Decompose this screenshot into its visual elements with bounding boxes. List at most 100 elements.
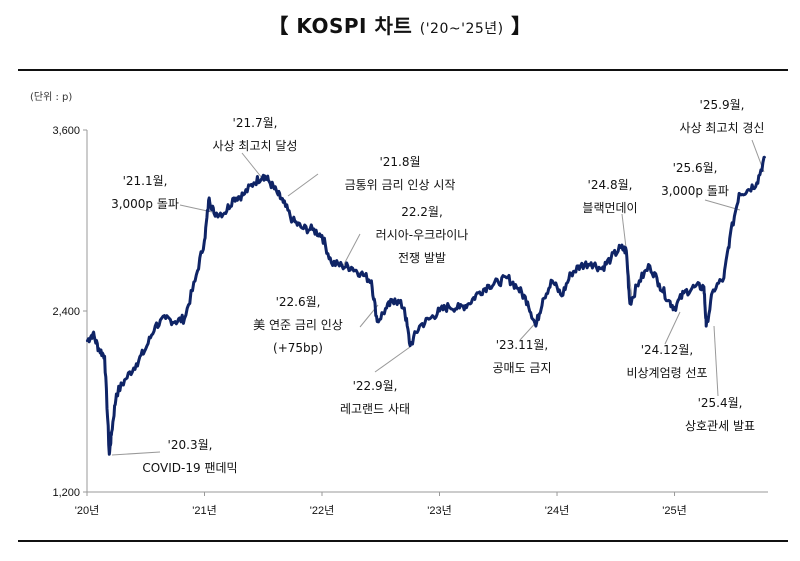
data-point [385,306,388,309]
data-point [174,320,177,323]
title-sub: ('20~'25년) [419,21,504,37]
leader-line [704,199,741,211]
annotation-text: 사상 최고치 경신 [679,121,765,135]
annotation-text: 美 연준 금리 인상 [253,318,343,332]
data-point [477,291,480,294]
data-point [370,279,373,282]
annotation-date: '22.6월, [275,295,321,309]
data-point [403,306,406,309]
annotation-text: COVID-19 팬데믹 [142,461,238,475]
annotation-date: '25.6월, [672,161,718,175]
data-point [497,281,500,284]
y-tick-label: 2,400 [52,306,80,318]
data-point [268,180,271,183]
data-point [429,317,432,320]
bottom-rule [18,540,788,542]
data-point [223,211,226,214]
data-point [144,347,147,350]
chart-title: 【 KOSPI 차트 ('20~'25년) 】 [0,10,800,39]
data-point [610,257,613,260]
annotation-covid: '20.3월, COVID-19 팬데믹 [142,434,237,480]
annotation-tariffs: '25.4월, 상호관세 발표 [685,392,755,438]
annotation-date: '21.1월, [122,174,168,188]
data-point [164,317,167,320]
data-point [534,325,537,328]
annotation-text: 블랙먼데이 [582,201,638,215]
data-point [242,193,245,196]
annotation-date: '24.8월, [587,178,633,192]
annotation-date: '24.12월, [640,343,694,357]
annotation-date: '23.11월, [495,338,549,352]
data-point [212,211,215,214]
x-tick-label: '20년 [75,504,99,517]
data-point [276,192,279,195]
x-tick-label: '25년 [662,504,686,517]
data-point [194,279,197,282]
data-point [311,228,314,231]
annotation-text: 비상계엄령 선포 [626,366,708,380]
annotation-date: '20.3월, [167,438,213,452]
data-point [115,392,118,395]
data-point [359,272,362,275]
annotation-ukraine-war: 22.2월, 러시아-우크라이나 전쟁 발발 [376,201,469,270]
annotation-text: 3,000p 돌파 [661,184,729,198]
annotation-fed-hike: '22.6월, 美 연준 금리 인상 (+75bp) [253,291,343,360]
leader-line [713,325,719,397]
data-point [526,300,529,303]
annotation-legoland: '22.9월, 레고랜드 사태 [340,375,410,421]
data-point [628,302,631,305]
data-point [154,325,157,328]
data-point [340,264,343,267]
data-point [712,288,715,291]
data-point [321,234,324,237]
data-point [458,306,461,309]
data-point [438,310,441,312]
annotation-date: '25.4월, [697,396,743,410]
leader-line [664,311,681,345]
annotation-martial-law: '24.12월, 비상계엄령 선포 [626,339,707,385]
annotation-3000-2021: '21.1월, 3,000p 돌파 [111,170,179,216]
data-point [738,192,741,195]
data-point [541,297,544,300]
data-point [728,237,731,240]
kospi-series-line [85,155,766,456]
annotation-text: 사상 최고치 달성 [212,139,298,153]
annotation-black-monday: '24.8월, 블랙먼데이 [582,174,637,220]
x-tick-label: '22년 [310,504,334,517]
leader-line [241,152,263,179]
data-point [409,344,412,347]
data-point [262,174,265,177]
data-point [570,272,573,275]
data-point [393,297,396,300]
data-point [376,320,379,323]
y-tick-label: 1,200 [52,487,80,499]
annotation-high-2025: '25.9월, 사상 최고치 경신 [680,94,765,140]
data-point [506,276,509,279]
data-point [755,181,758,184]
data-point [252,181,255,184]
annotation-text: 전쟁 발발 [398,251,446,265]
data-point [203,239,206,242]
data-point [517,287,520,290]
annotation-date: '22.9월, [352,379,398,393]
annotation-text: (+75bp) [273,341,323,355]
data-point [97,347,100,350]
data-point [103,355,106,358]
data-point [447,305,450,308]
top-rule [18,69,788,71]
annotation-text: 공매도 금지 [492,361,552,375]
data-point [91,332,94,335]
data-point [467,302,470,305]
x-tick-label: '24년 [545,504,569,517]
data-point [108,453,111,456]
x-tick-label: '23년 [427,504,451,517]
data-point [291,219,294,222]
data-point [764,156,766,159]
data-point [124,377,127,380]
annotation-text: 3,000p 돌파 [111,197,179,211]
data-point [705,325,708,328]
title-close: 】 [511,14,532,38]
data-point [702,285,705,288]
